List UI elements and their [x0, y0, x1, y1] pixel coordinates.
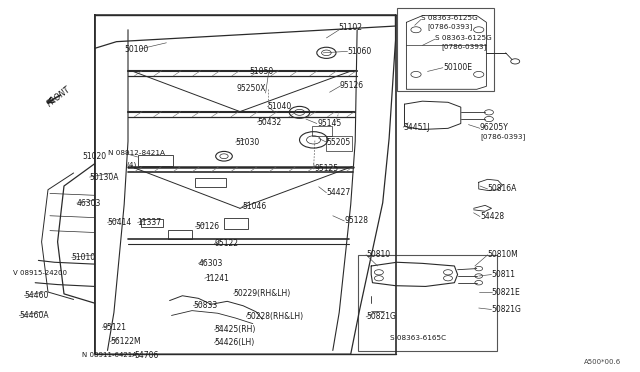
Text: S 08363-6165C: S 08363-6165C [390, 335, 447, 341]
Text: 95126: 95126 [339, 81, 364, 90]
Text: 50100: 50100 [125, 45, 149, 54]
Text: 95125: 95125 [315, 164, 339, 173]
Text: [0786-0393]: [0786-0393] [428, 23, 473, 30]
Text: S 08363-6125G: S 08363-6125G [435, 35, 492, 41]
Bar [138, 155, 173, 166]
Text: 95121: 95121 [102, 323, 127, 332]
Text: 51040: 51040 [268, 102, 292, 111]
Text: 51102: 51102 [338, 23, 362, 32]
Text: 50816A: 50816A [488, 185, 517, 193]
Text: 51046: 51046 [242, 202, 266, 211]
Text: 11337: 11337 [138, 218, 162, 227]
Text: 51060: 51060 [347, 47, 371, 56]
Text: 46303: 46303 [77, 199, 101, 208]
Text: 50821G: 50821G [492, 305, 522, 314]
Text: 56122M: 56122M [110, 337, 141, 346]
Text: 50130A: 50130A [90, 173, 119, 182]
Text: V 08915-24200: V 08915-24200 [13, 270, 67, 276]
Text: 50229(RH&LH): 50229(RH&LH) [234, 289, 291, 298]
Text: 51020: 51020 [82, 153, 106, 161]
Text: 50432: 50432 [257, 118, 282, 126]
Text: 50810: 50810 [366, 250, 390, 259]
Text: 51010: 51010 [72, 253, 96, 262]
Text: 34451J: 34451J [403, 123, 429, 132]
Text: N 08912-8421A: N 08912-8421A [108, 150, 164, 156]
Text: 54706: 54706 [134, 351, 159, 360]
Text: (4): (4) [127, 161, 137, 168]
Text: 55205: 55205 [326, 138, 351, 147]
Text: 95128: 95128 [344, 217, 369, 225]
Bar [168, 230, 192, 239]
Text: 54428: 54428 [480, 212, 504, 221]
Text: 95250X: 95250X [237, 84, 266, 93]
Bar [141, 219, 163, 227]
Text: 50228(RH&LH): 50228(RH&LH) [246, 312, 303, 321]
Text: 50811: 50811 [492, 270, 516, 279]
Text: 50821G: 50821G [366, 312, 396, 321]
Text: 46303: 46303 [198, 259, 223, 268]
Text: 54427: 54427 [326, 188, 351, 197]
Text: S 08363-6125G: S 08363-6125G [421, 15, 478, 21]
Text: [0786-0393]: [0786-0393] [442, 44, 487, 50]
Text: 54425(RH): 54425(RH) [214, 326, 256, 334]
Text: A500*00.6: A500*00.6 [584, 359, 621, 365]
Text: 95145: 95145 [317, 119, 342, 128]
Text: FRONT: FRONT [45, 85, 72, 109]
Text: 11241: 11241 [205, 274, 228, 283]
Bar [195, 178, 226, 187]
Text: 50821E: 50821E [492, 288, 520, 296]
Text: 51050: 51050 [250, 67, 274, 76]
FancyBboxPatch shape [358, 255, 497, 351]
Bar [312, 126, 332, 136]
FancyBboxPatch shape [397, 8, 494, 91]
Text: 51030: 51030 [236, 138, 260, 147]
Text: 50100E: 50100E [443, 63, 472, 72]
Bar [224, 218, 248, 229]
Text: 54460A: 54460A [19, 311, 49, 320]
Text: N 08911-6421A: N 08911-6421A [82, 352, 137, 358]
Text: 50126: 50126 [195, 222, 220, 231]
Bar [326, 136, 352, 151]
Text: 50810M: 50810M [488, 250, 518, 259]
Text: 95122: 95122 [214, 239, 239, 248]
Text: 50833: 50833 [193, 301, 218, 310]
Text: 54426(LH): 54426(LH) [214, 339, 255, 347]
Text: 54460: 54460 [24, 291, 49, 300]
Text: [0786-0393]: [0786-0393] [480, 134, 525, 140]
Text: 50414: 50414 [108, 218, 132, 227]
Text: 96205Y: 96205Y [480, 123, 509, 132]
